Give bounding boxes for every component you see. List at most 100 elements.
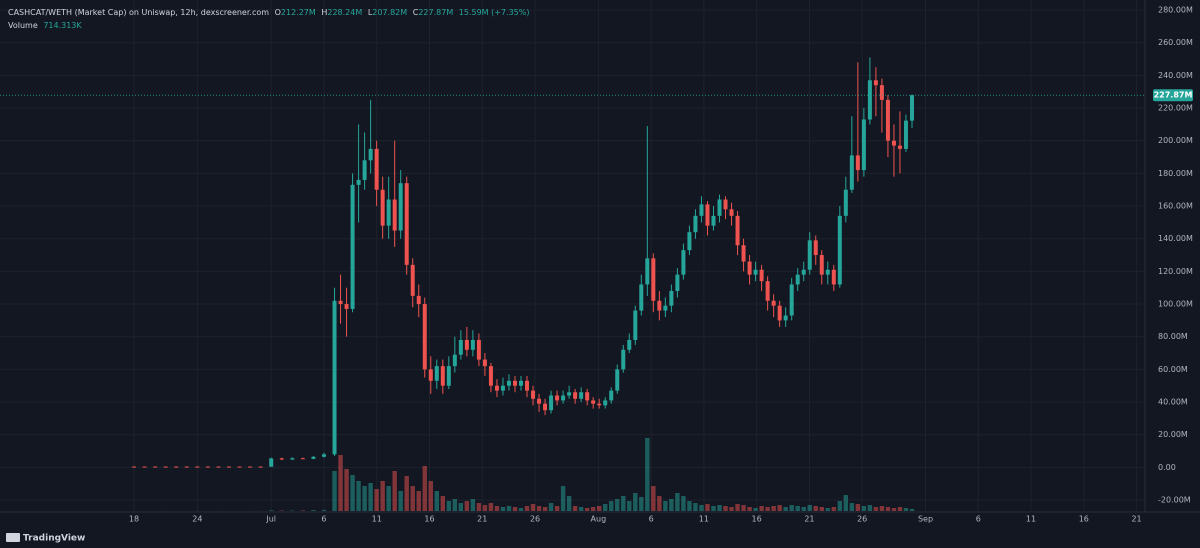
volume-bar: [440, 496, 446, 511]
candle-body: [783, 315, 788, 321]
volume-bar: [759, 506, 764, 511]
y-tick-label: 120.00M: [1158, 267, 1193, 276]
candle-body: [184, 466, 189, 468]
volume-bar: [717, 505, 722, 511]
candle-body: [470, 339, 475, 350]
volume-bar: [386, 486, 391, 511]
volume-bar: [458, 503, 464, 511]
volume-bar: [374, 489, 379, 511]
volume-bar: [560, 486, 566, 511]
volume-bar: [735, 504, 740, 511]
volume-bar: [470, 499, 476, 511]
legend-title: CASHCAT/WETH (Market Cap) on Uniswap, 12…: [8, 8, 270, 17]
candle-body: [404, 183, 409, 265]
x-tick-label: 6: [976, 515, 981, 524]
candle-body: [735, 215, 740, 246]
candle-body: [753, 269, 758, 275]
candle-body: [500, 385, 505, 391]
volume-bar: [795, 506, 800, 511]
candle-body: [392, 199, 397, 231]
candle-body: [627, 339, 632, 350]
candle-body: [789, 284, 794, 316]
volume-bar: [368, 483, 373, 511]
candle-body: [488, 366, 493, 386]
volume-bar: [494, 506, 500, 511]
volume-bar: [434, 491, 439, 511]
volume-bar: [584, 508, 590, 511]
volume-bar: [452, 499, 458, 511]
volume-bar: [855, 504, 861, 511]
volume-bar: [681, 496, 686, 511]
volume-bar: [344, 469, 349, 511]
y-tick-label: 60.00M: [1158, 365, 1188, 374]
volume-bar: [825, 508, 830, 511]
candle-body: [813, 240, 818, 256]
volume-bar: [609, 501, 614, 511]
candle-body: [891, 140, 896, 146]
volume-bar: [464, 501, 470, 511]
volume-bar: [627, 501, 632, 511]
candle-body: [651, 258, 656, 301]
candle-body: [843, 189, 848, 216]
volume-bar: [843, 495, 849, 511]
candle-body: [195, 466, 200, 468]
candle-body: [132, 466, 137, 468]
candle-body: [350, 184, 355, 309]
candle-body: [819, 255, 824, 275]
candle-body: [555, 395, 560, 401]
grid: [0, 0, 1145, 511]
candle-body: [279, 458, 284, 460]
volume-bar: [356, 481, 361, 511]
candle-body: [428, 369, 433, 381]
candle-body: [216, 466, 221, 468]
volume-bar: [771, 506, 776, 511]
volume-bar: [524, 506, 530, 511]
volume-bar: [422, 466, 427, 511]
x-tick-label: 26: [857, 515, 867, 524]
candle-body: [867, 80, 872, 120]
volume-bar: [321, 509, 327, 511]
candle-body: [681, 250, 686, 275]
volume-bar: [512, 507, 518, 511]
candle-body: [807, 240, 812, 270]
x-tick-label: 6: [649, 515, 654, 524]
x-tick-label: 6: [321, 515, 326, 524]
volume-bar: [801, 507, 806, 511]
volume-bar: [518, 508, 524, 511]
y-tick-label: 0.00: [1158, 463, 1176, 472]
volume-bar: [879, 506, 885, 511]
candle-body: [311, 456, 316, 459]
candle-body: [237, 466, 242, 468]
volume-bar: [837, 501, 843, 511]
legend-value: 228.24M: [327, 8, 363, 17]
candle-body: [519, 380, 524, 386]
candle-body: [356, 179, 361, 185]
volume-bar: [633, 493, 638, 511]
volume-bar: [777, 505, 782, 511]
candle-body: [573, 392, 578, 399]
y-tick-label: 280.00M: [1158, 6, 1193, 15]
candle-body: [645, 258, 650, 285]
candle-body: [205, 466, 210, 468]
logo-mark: [6, 533, 20, 542]
volume-bar: [554, 506, 560, 511]
y-tick-label: 140.00M: [1158, 234, 1193, 243]
candle-body: [476, 339, 481, 360]
x-tick-label: 16: [424, 515, 434, 524]
volume-bar: [897, 507, 903, 511]
candle-body: [771, 300, 776, 306]
x-tick-label: 21: [477, 515, 487, 524]
candle-body: [741, 245, 746, 262]
candle-body: [531, 390, 536, 399]
candle-body: [873, 80, 878, 86]
y-tick-label: 100.00M: [1158, 300, 1193, 309]
x-tick-label: 16: [1079, 515, 1089, 524]
candle-body: [729, 209, 734, 216]
volume-bar: [687, 501, 692, 511]
volume-bar: [596, 506, 602, 511]
volume-bar: [639, 497, 644, 511]
legend-key: O: [274, 8, 281, 17]
candle-body: [609, 390, 614, 401]
candle-body: [777, 305, 782, 321]
candle-body: [825, 269, 830, 275]
